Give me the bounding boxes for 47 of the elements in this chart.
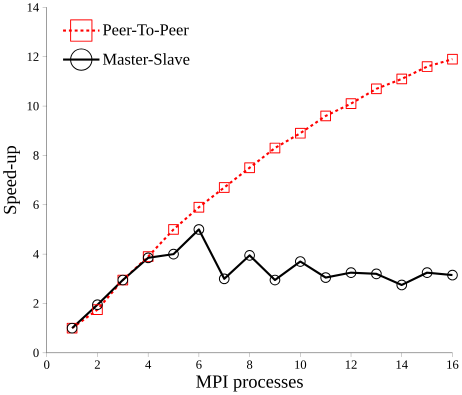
x-tick-label: 12 (346, 360, 357, 369)
x-tick-label: 10 (295, 360, 306, 370)
point (447, 270, 458, 281)
x-tick-label: 0 (44, 360, 50, 370)
point (346, 267, 356, 278)
point (92, 304, 103, 316)
point (371, 268, 382, 280)
y-axis-title: Speed-up (3, 146, 20, 214)
point (194, 202, 204, 213)
point (371, 84, 382, 94)
y-tick-label: 12 (28, 52, 38, 62)
point (396, 280, 408, 290)
x-tick-label: 8 (246, 360, 252, 370)
point (92, 300, 103, 310)
x-tick-label: 14 (396, 360, 408, 369)
point (294, 128, 306, 139)
point (270, 142, 280, 154)
y-tick-label: 2 (33, 299, 38, 308)
point (396, 74, 408, 84)
point (218, 274, 230, 284)
y-tick-label: 4 (33, 250, 39, 258)
point (320, 110, 332, 122)
y-tick-label: 0 (33, 348, 39, 358)
point (447, 54, 458, 65)
y-tick-label: 10 (28, 102, 39, 110)
legend-label: Peer-To-Peer (102, 24, 189, 36)
point (244, 162, 255, 174)
x-tick-label: 6 (196, 360, 202, 369)
x-tick-label: 16 (447, 360, 458, 369)
point (194, 224, 204, 235)
y-tick-label: 8 (33, 151, 39, 160)
y-tick-label: 6 (33, 200, 39, 210)
point (168, 248, 179, 260)
point (294, 256, 306, 267)
legend-label: Master-Slave (102, 53, 190, 65)
point (168, 224, 179, 235)
x-tick-label: 4 (145, 360, 152, 369)
point (270, 274, 280, 286)
point (422, 61, 432, 72)
point (244, 250, 255, 261)
point (422, 267, 432, 278)
point (320, 272, 332, 284)
y-tick-label: 14 (28, 3, 39, 12)
x-tick-label: 2 (94, 360, 100, 369)
x-axis-title: MPI processes (196, 376, 303, 392)
point (218, 182, 230, 193)
point (346, 98, 356, 110)
